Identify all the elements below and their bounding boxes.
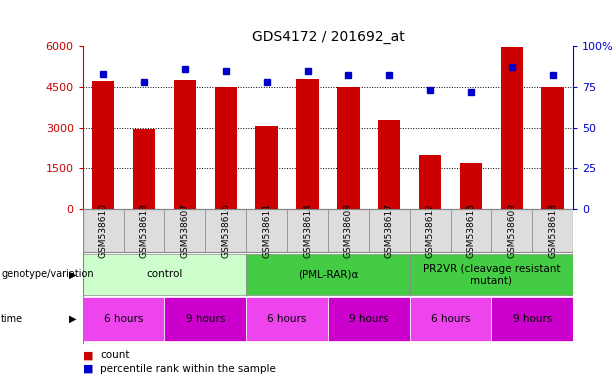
Text: GSM538613: GSM538613	[140, 203, 148, 258]
Bar	[328, 209, 369, 252]
Bar	[328, 297, 409, 341]
Bar	[124, 209, 164, 252]
Text: GSM538614: GSM538614	[303, 204, 312, 258]
Text: GSM538616: GSM538616	[221, 203, 230, 258]
Bar	[419, 155, 441, 209]
Bar	[409, 297, 492, 341]
Bar	[541, 87, 564, 209]
Text: 9 hours: 9 hours	[186, 314, 225, 324]
Bar	[492, 209, 532, 252]
Text: time: time	[1, 314, 23, 324]
Bar	[532, 209, 573, 252]
Bar	[92, 81, 115, 209]
Text: GSM538608: GSM538608	[344, 203, 353, 258]
Text: 6 hours: 6 hours	[431, 314, 470, 324]
Bar	[83, 254, 246, 295]
Bar	[246, 254, 409, 295]
Text: GSM538611: GSM538611	[262, 203, 271, 258]
Title: GDS4172 / 201692_at: GDS4172 / 201692_at	[251, 30, 405, 44]
Text: 6 hours: 6 hours	[267, 314, 306, 324]
Bar	[369, 209, 409, 252]
Text: GSM538609: GSM538609	[508, 203, 516, 258]
Bar	[164, 297, 246, 341]
Text: genotype/variation: genotype/variation	[1, 270, 94, 280]
Bar	[409, 254, 573, 295]
Text: percentile rank within the sample: percentile rank within the sample	[100, 364, 276, 374]
Text: GSM538617: GSM538617	[385, 203, 394, 258]
Bar	[133, 129, 155, 209]
Bar	[287, 209, 328, 252]
Text: (PML-RAR)α: (PML-RAR)α	[298, 270, 358, 280]
Bar	[83, 209, 573, 252]
Text: 6 hours: 6 hours	[104, 314, 143, 324]
Bar	[460, 163, 482, 209]
Text: GSM538615: GSM538615	[466, 203, 476, 258]
Bar	[164, 209, 205, 252]
Bar	[215, 87, 237, 209]
Bar	[246, 297, 328, 341]
Text: PR2VR (cleavage resistant
mutant): PR2VR (cleavage resistant mutant)	[423, 264, 560, 285]
Text: GSM538612: GSM538612	[425, 204, 435, 258]
Text: GSM538618: GSM538618	[548, 203, 557, 258]
Bar	[83, 297, 164, 341]
Text: control: control	[147, 270, 183, 280]
Bar	[378, 119, 400, 209]
Bar	[451, 209, 492, 252]
Bar	[173, 80, 196, 209]
Text: GSM538610: GSM538610	[99, 203, 108, 258]
Text: 9 hours: 9 hours	[349, 314, 389, 324]
Bar	[296, 79, 319, 209]
Text: ■: ■	[83, 364, 97, 374]
Text: 9 hours: 9 hours	[512, 314, 552, 324]
Bar	[492, 297, 573, 341]
Text: count: count	[100, 350, 129, 360]
Bar	[409, 209, 451, 252]
Bar	[246, 209, 287, 252]
Bar	[501, 48, 523, 209]
Bar	[83, 209, 124, 252]
Text: ▶: ▶	[69, 270, 77, 280]
Text: GSM538607: GSM538607	[180, 203, 189, 258]
Bar	[205, 209, 246, 252]
Text: ■: ■	[83, 350, 97, 360]
Text: ▶: ▶	[69, 314, 77, 324]
Bar	[337, 87, 360, 209]
Bar	[256, 126, 278, 209]
